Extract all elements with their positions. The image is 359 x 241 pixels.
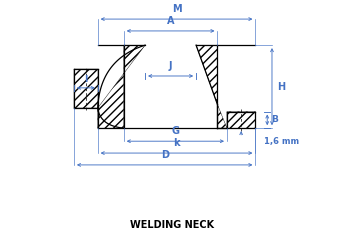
Text: WELDING NECK: WELDING NECK [130,220,214,230]
Text: B: B [271,115,278,124]
Text: M: M [172,4,181,14]
Text: A: A [167,16,174,26]
Text: I: I [84,74,88,84]
Text: k: k [173,138,180,148]
Text: J: J [169,61,172,71]
Text: H: H [277,82,285,92]
Text: 1,6 mm: 1,6 mm [264,137,299,146]
Text: G: G [171,126,180,136]
Text: D: D [161,150,169,160]
